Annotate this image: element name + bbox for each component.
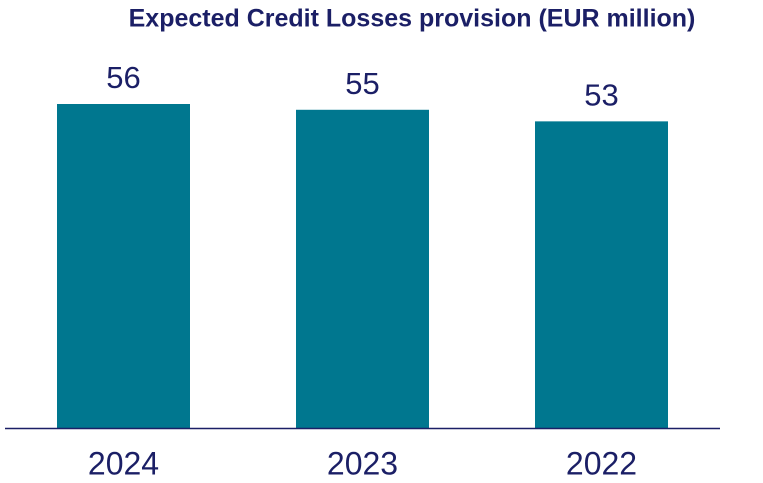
x-tick-label: 2024 <box>88 445 159 481</box>
x-tick-label: 2023 <box>327 445 398 481</box>
x-tick-label: 2022 <box>566 445 637 481</box>
value-label: 53 <box>584 78 618 113</box>
value-label: 56 <box>106 60 140 95</box>
bar <box>296 109 429 429</box>
bar <box>535 121 668 428</box>
value-label: 55 <box>345 66 379 101</box>
chart-title: Expected Credit Losses provision (EUR mi… <box>129 5 696 33</box>
bar <box>57 104 190 428</box>
